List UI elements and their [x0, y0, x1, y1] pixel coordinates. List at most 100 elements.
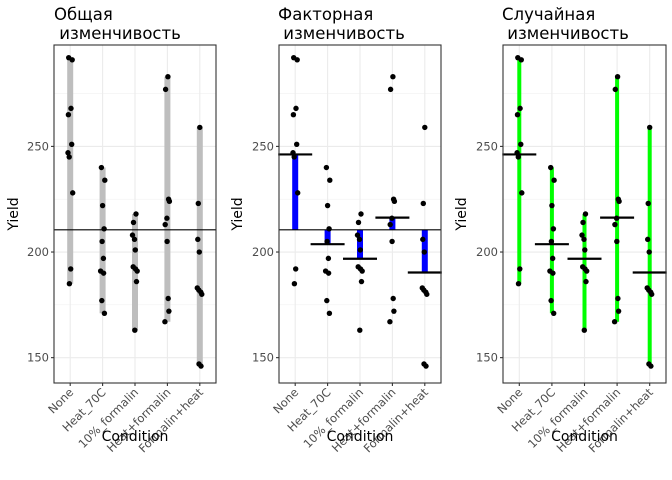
data-point — [291, 281, 298, 287]
data-point — [611, 319, 618, 325]
data-point — [550, 255, 556, 262]
data-point — [162, 86, 169, 93]
data-point — [290, 112, 297, 118]
y-tick-label: 150 — [476, 351, 498, 365]
data-point — [519, 190, 525, 196]
data-point — [294, 57, 300, 63]
data-point — [69, 141, 75, 147]
y-tick-label: 250 — [476, 139, 498, 153]
x-axis-title: Condition — [327, 429, 394, 445]
y-tick-label: 150 — [252, 351, 274, 365]
data-point — [387, 221, 393, 228]
panel-title-line1: Факторная — [278, 5, 373, 24]
data-point — [99, 238, 105, 245]
data-point — [326, 310, 333, 316]
data-point — [130, 219, 137, 226]
data-point — [548, 164, 554, 171]
data-point — [581, 236, 587, 243]
data-point — [99, 297, 105, 304]
data-point — [195, 200, 201, 207]
panel-title-line2: изменчивость — [54, 24, 181, 43]
panel-total: 150200250NoneHeat_70C10%_formalinHeat+fo… — [6, 5, 217, 455]
data-point — [291, 154, 297, 160]
data-point — [615, 295, 621, 302]
data-point — [648, 363, 654, 369]
data-point — [548, 297, 554, 304]
data-point — [613, 215, 620, 221]
data-point — [612, 86, 618, 93]
data-point — [649, 291, 655, 297]
data-point — [134, 268, 140, 274]
x-axis-title: Condition — [551, 429, 618, 445]
data-point — [582, 211, 589, 217]
data-point — [68, 105, 74, 112]
data-point — [581, 327, 587, 333]
y-axis-title: Yield — [6, 197, 22, 231]
data-point — [551, 177, 557, 183]
data-point — [132, 327, 138, 333]
data-point — [390, 295, 396, 302]
data-point — [387, 319, 393, 325]
data-point — [323, 164, 330, 171]
data-point — [101, 226, 107, 232]
data-point — [614, 73, 621, 80]
data-point — [612, 221, 618, 228]
data-point — [615, 308, 622, 314]
panel-title-line1: Общая — [54, 5, 113, 24]
data-point — [325, 255, 332, 262]
data-point — [387, 86, 394, 93]
data-point — [290, 150, 296, 156]
data-point — [551, 310, 557, 316]
data-point — [354, 232, 361, 238]
data-point — [549, 202, 555, 209]
y-axis-title: Yield — [454, 197, 470, 231]
data-point — [358, 211, 364, 217]
y-tick-label: 250 — [252, 139, 274, 153]
data-point — [162, 221, 168, 228]
data-point — [517, 266, 523, 272]
data-point — [647, 124, 653, 131]
data-point — [579, 232, 585, 238]
data-point — [357, 327, 363, 333]
data-point — [390, 73, 396, 80]
panel-title-line2: изменчивость — [502, 24, 629, 43]
data-point — [359, 268, 365, 274]
data-point — [99, 202, 106, 209]
data-point — [391, 198, 398, 205]
data-point — [358, 278, 365, 285]
data-point — [166, 198, 173, 205]
data-point — [66, 154, 72, 160]
data-point — [326, 226, 332, 232]
data-point — [65, 112, 72, 118]
data-point — [133, 211, 139, 217]
data-point — [68, 266, 74, 272]
data-point — [517, 105, 523, 112]
data-point — [70, 190, 76, 196]
data-point — [422, 124, 428, 131]
data-point — [580, 219, 586, 226]
data-point — [195, 236, 201, 243]
data-point — [423, 363, 429, 369]
data-point — [420, 200, 426, 207]
data-point — [295, 190, 301, 196]
data-point — [645, 200, 651, 207]
data-point — [518, 141, 524, 147]
data-point — [98, 164, 105, 171]
data-point — [101, 310, 108, 316]
y-tick-label: 200 — [27, 245, 49, 259]
y-tick-label: 200 — [252, 245, 274, 259]
data-point — [421, 249, 427, 255]
panel-title-line2: изменчивость — [278, 24, 405, 43]
data-point — [100, 255, 107, 262]
data-point — [165, 73, 171, 80]
data-point — [584, 268, 590, 274]
data-point — [515, 281, 522, 287]
x-axis-title: Condition — [102, 429, 169, 445]
y-axis-title: Yield — [230, 197, 246, 231]
data-point — [616, 198, 622, 205]
data-point — [66, 281, 73, 287]
data-point — [583, 278, 589, 285]
data-point — [614, 238, 620, 245]
panel-title-line1: Случайная — [502, 5, 595, 24]
